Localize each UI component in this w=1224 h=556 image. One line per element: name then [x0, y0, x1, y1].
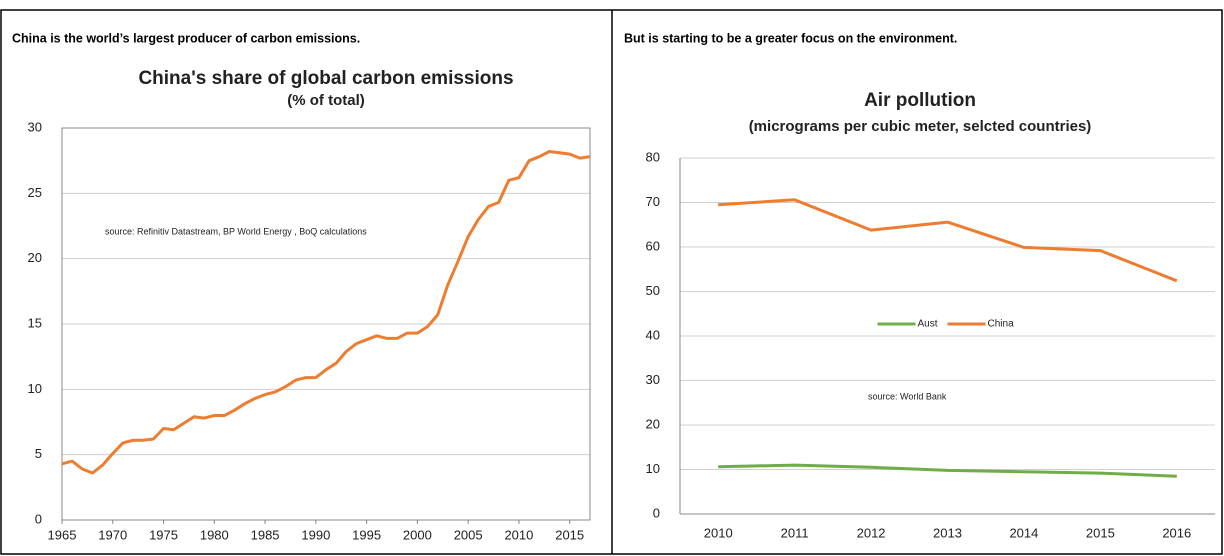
x-tick-label: 1975	[149, 527, 178, 542]
legend-label: Aust	[918, 319, 938, 330]
y-tick-label: 20	[646, 416, 660, 431]
chart-subtitle: (% of total)	[287, 92, 364, 109]
panel-header: China is the world’s largest producer of…	[12, 31, 360, 45]
y-tick-label: 25	[28, 185, 42, 200]
y-tick-label: 0	[35, 511, 42, 526]
source-note: source: World Bank	[868, 391, 947, 401]
series-line	[718, 463, 1177, 478]
x-tick-label: 2011	[781, 525, 809, 540]
y-tick-label: 70	[646, 194, 660, 209]
chart-title: Air pollution	[864, 90, 976, 111]
y-tick-label: 0	[653, 505, 660, 520]
x-tick-label: 2013	[933, 525, 962, 540]
y-tick-label: 20	[28, 250, 42, 265]
x-tick-label: 2000	[403, 527, 432, 542]
x-tick-label: 1980	[200, 527, 229, 542]
x-tick-label: 2010	[504, 527, 533, 542]
chart-title: China's share of global carbon emissions	[138, 68, 513, 89]
y-tick-label: 10	[28, 381, 42, 396]
y-tick-label: 50	[646, 283, 660, 298]
y-tick-label: 30	[646, 372, 660, 387]
y-tick-label: 80	[646, 149, 660, 164]
panel-header: But is starting to be a greater focus on…	[624, 31, 957, 45]
y-tick-label: 60	[646, 238, 660, 253]
chart-subtitle: (micrograms per cubic meter, selcted cou…	[749, 118, 1092, 135]
x-tick-label: 1990	[301, 527, 330, 542]
y-tick-label: 15	[28, 315, 42, 330]
x-tick-label: 2010	[704, 525, 733, 540]
x-tick-label: 1970	[98, 527, 127, 542]
series-line	[718, 198, 1178, 283]
source-note: source: Refinitiv Datastream, BP World E…	[105, 226, 367, 236]
y-tick-label: 40	[646, 327, 660, 342]
x-tick-label: 1985	[251, 527, 280, 542]
x-tick-label: 2014	[1009, 525, 1038, 540]
x-tick-label: 2015	[1086, 525, 1115, 540]
series-line	[61, 150, 591, 475]
y-tick-label: 30	[28, 119, 42, 134]
x-tick-label: 1995	[352, 527, 381, 542]
y-tick-label: 10	[646, 461, 660, 476]
x-tick-label: 2012	[857, 525, 886, 540]
x-tick-label: 2016	[1162, 525, 1191, 540]
x-tick-label: 1965	[48, 527, 77, 542]
x-tick-label: 2015	[555, 527, 584, 542]
x-tick-label: 2005	[454, 527, 483, 542]
plot-frame	[61, 127, 591, 521]
legend-label: China	[988, 319, 1015, 330]
y-tick-label: 5	[35, 446, 42, 461]
